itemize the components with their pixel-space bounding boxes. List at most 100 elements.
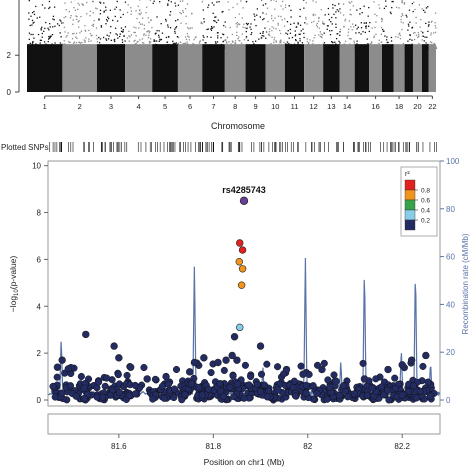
manhattan-x-tick-label: 10 bbox=[271, 102, 279, 111]
manhattan-point bbox=[99, 2, 102, 4]
manhattan-point bbox=[383, 7, 386, 10]
manhattan-point bbox=[148, 34, 150, 36]
manhattan-point bbox=[387, 47, 390, 49]
manhattan-point bbox=[238, 36, 240, 38]
manhattan-point bbox=[414, 32, 416, 34]
manhattan-point bbox=[105, 23, 107, 25]
manhattan-point bbox=[356, 9, 358, 11]
manhattan-point bbox=[426, 36, 428, 38]
manhattan-point bbox=[415, 22, 417, 24]
manhattan-point bbox=[123, 44, 126, 46]
snp-point bbox=[216, 380, 224, 388]
manhattan-point bbox=[264, 47, 266, 49]
manhattan-point bbox=[344, 18, 347, 20]
manhattan-point bbox=[351, 23, 354, 25]
manhattan-point bbox=[342, 14, 345, 16]
manhattan-point bbox=[422, 35, 425, 37]
y-axis-left-label: −log10(p-value) bbox=[8, 256, 20, 313]
manhattan-point bbox=[299, 38, 301, 40]
manhattan-point bbox=[182, 42, 184, 45]
manhattan-point bbox=[259, 32, 262, 35]
manhattan-point bbox=[211, 47, 213, 49]
manhattan-point bbox=[431, 20, 433, 22]
manhattan-point bbox=[85, 44, 87, 46]
manhattan-point bbox=[309, 46, 311, 48]
manhattan-point bbox=[239, 45, 241, 47]
manhattan-point bbox=[263, 44, 265, 47]
manhattan-point bbox=[143, 47, 145, 50]
manhattan-point bbox=[254, 47, 257, 50]
manhattan-point bbox=[284, 18, 286, 20]
manhattan-point bbox=[109, 9, 111, 11]
manhattan-point bbox=[223, 46, 225, 48]
manhattan-point bbox=[68, 10, 70, 13]
manhattan-point bbox=[411, 43, 413, 45]
manhattan-point bbox=[312, 13, 315, 15]
snp-point bbox=[49, 382, 57, 390]
manhattan-x-tick-label: 6 bbox=[188, 102, 192, 111]
manhattan-point bbox=[280, 39, 282, 41]
manhattan-point bbox=[368, 25, 370, 27]
manhattan-point bbox=[175, 42, 177, 44]
manhattan-point bbox=[359, 44, 362, 47]
manhattan-point bbox=[83, 39, 85, 41]
manhattan-point bbox=[294, 44, 296, 46]
manhattan-point bbox=[45, 43, 47, 45]
manhattan-point bbox=[243, 39, 245, 41]
manhattan-point bbox=[337, 10, 340, 12]
manhattan-point bbox=[425, 7, 428, 9]
manhattan-point bbox=[349, 2, 351, 4]
manhattan-point bbox=[129, 36, 131, 38]
snp-point bbox=[302, 381, 310, 389]
manhattan-point bbox=[84, 40, 86, 42]
manhattan-point bbox=[49, 23, 51, 25]
y2-tick-label: 80 bbox=[446, 205, 455, 214]
manhattan-point bbox=[200, 21, 202, 23]
manhattan-point bbox=[407, 29, 409, 31]
manhattan-point bbox=[247, 39, 249, 42]
manhattan-point bbox=[214, 41, 217, 43]
manhattan-point bbox=[184, 42, 187, 44]
manhattan-point bbox=[299, 40, 301, 42]
snp-point bbox=[318, 365, 326, 374]
manhattan-point bbox=[48, 29, 50, 31]
manhattan-point bbox=[256, 14, 258, 16]
chromosome-band bbox=[304, 44, 324, 92]
manhattan-point bbox=[216, 1, 218, 3]
manhattan-point bbox=[108, 35, 110, 37]
manhattan-point bbox=[294, 35, 296, 37]
manhattan-point bbox=[133, 26, 135, 28]
manhattan-point bbox=[50, 35, 52, 37]
manhattan-point bbox=[232, 6, 234, 9]
snp-point bbox=[126, 363, 135, 371]
chromosome-band bbox=[224, 44, 246, 92]
manhattan-point bbox=[133, 40, 135, 42]
x-axis-label: Position on chr1 (Mb) bbox=[204, 457, 285, 467]
manhattan-point bbox=[172, 43, 175, 45]
manhattan-point bbox=[247, 22, 249, 25]
manhattan-point bbox=[430, 34, 432, 36]
manhattan-point bbox=[413, 1, 415, 3]
manhattan-point bbox=[238, 39, 240, 42]
manhattan-point bbox=[54, 25, 56, 27]
manhattan-point bbox=[98, 19, 100, 21]
manhattan-point bbox=[312, 14, 314, 17]
manhattan-point bbox=[41, 4, 44, 6]
manhattan-x-tick-label: 16 bbox=[371, 102, 379, 111]
manhattan-point bbox=[318, 20, 320, 22]
manhattan-point bbox=[409, 34, 411, 36]
manhattan-point bbox=[145, 47, 147, 49]
manhattan-point bbox=[105, 38, 107, 40]
manhattan-point bbox=[47, 27, 49, 29]
snp-point bbox=[233, 356, 241, 364]
manhattan-point bbox=[365, 25, 367, 28]
manhattan-point bbox=[303, 7, 305, 9]
snp-point bbox=[64, 365, 72, 373]
manhattan-point bbox=[43, 41, 46, 43]
snp-point bbox=[99, 393, 107, 401]
manhattan-point bbox=[432, 32, 435, 34]
manhattan-point bbox=[61, 22, 63, 24]
lead-snp bbox=[239, 196, 249, 205]
manhattan-point bbox=[228, 41, 230, 43]
manhattan-point bbox=[368, 6, 370, 9]
